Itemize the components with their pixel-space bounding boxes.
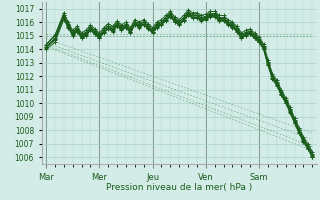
X-axis label: Pression niveau de la mer( hPa ): Pression niveau de la mer( hPa ) bbox=[106, 183, 252, 192]
